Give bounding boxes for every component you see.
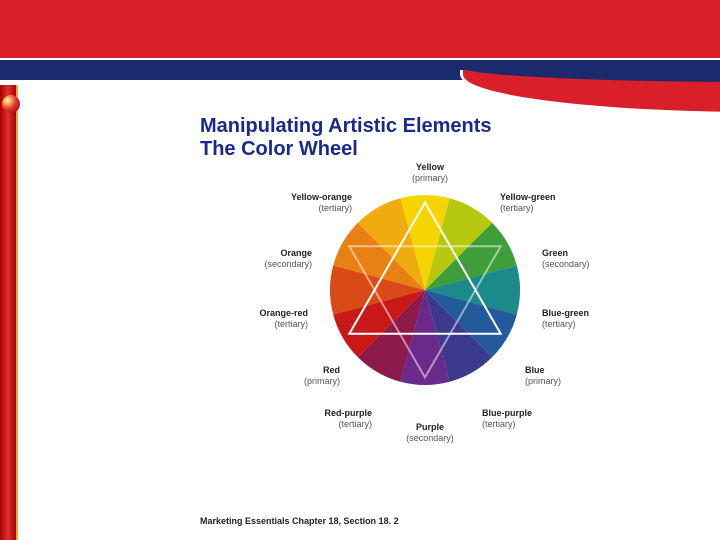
footer-text: Marketing Essentials Chapter 18, Section… xyxy=(200,516,399,526)
color-wheel-diagram: Yellow(primary)Yellow-green(tertiary)Gre… xyxy=(190,160,670,510)
wheel-label-name: Yellow-green xyxy=(500,192,590,203)
wheel-label-orange-red: Orange-red(tertiary) xyxy=(218,308,308,330)
wheel-label-type: (tertiary) xyxy=(500,203,590,214)
wheel-label-name: Orange-red xyxy=(218,308,308,319)
wheel-label-type: (tertiary) xyxy=(542,319,632,330)
wheel-label-name: Green xyxy=(542,248,632,259)
wheel-label-type: (primary) xyxy=(385,173,475,184)
wheel-label-name: Yellow-orange xyxy=(262,192,352,203)
wheel-label-name: Purple xyxy=(385,422,475,433)
wheel-label-type: (tertiary) xyxy=(282,419,372,430)
wheel-label-yellow-orange: Yellow-orange(tertiary) xyxy=(262,192,352,214)
wheel-label-type: (tertiary) xyxy=(218,319,308,330)
wheel-label-yellow-green: Yellow-green(tertiary) xyxy=(500,192,590,214)
wheel-label-name: Yellow xyxy=(385,162,475,173)
wheel-label-type: (secondary) xyxy=(542,259,632,270)
wheel-label-name: Red xyxy=(250,365,340,376)
wheel-label-name: Red-purple xyxy=(282,408,372,419)
wheel-label-orange: Orange(secondary) xyxy=(222,248,312,270)
wheel-label-blue: Blue(primary) xyxy=(525,365,615,387)
wheel-label-type: (tertiary) xyxy=(482,419,572,430)
wheel-label-name: Blue-green xyxy=(542,308,632,319)
wheel-label-type: (tertiary) xyxy=(262,203,352,214)
title-line-1: Manipulating Artistic Elements xyxy=(200,115,700,138)
side-ribbon xyxy=(0,85,18,540)
wheel-label-type: (secondary) xyxy=(222,259,312,270)
header-curve xyxy=(460,70,720,115)
wheel-label-blue-green: Blue-green(tertiary) xyxy=(542,308,632,330)
wheel-label-type: (primary) xyxy=(525,376,615,387)
wheel-label-red-purple: Red-purple(tertiary) xyxy=(282,408,372,430)
wheel-label-name: Blue xyxy=(525,365,615,376)
wheel-label-purple: Purple(secondary) xyxy=(385,422,475,444)
wheel-label-blue-purple: Blue-purple(tertiary) xyxy=(482,408,572,430)
wheel-label-type: (secondary) xyxy=(385,433,475,444)
wheel-label-red: Red(primary) xyxy=(250,365,340,387)
title-line-2: The Color Wheel xyxy=(200,138,700,161)
wheel-label-type: (primary) xyxy=(250,376,340,387)
wheel-label-yellow: Yellow(primary) xyxy=(385,162,475,184)
wheel-label-green: Green(secondary) xyxy=(542,248,632,270)
side-ribbon-ball xyxy=(2,95,20,113)
wheel-label-name: Orange xyxy=(222,248,312,259)
wheel-label-name: Blue-purple xyxy=(482,408,572,419)
